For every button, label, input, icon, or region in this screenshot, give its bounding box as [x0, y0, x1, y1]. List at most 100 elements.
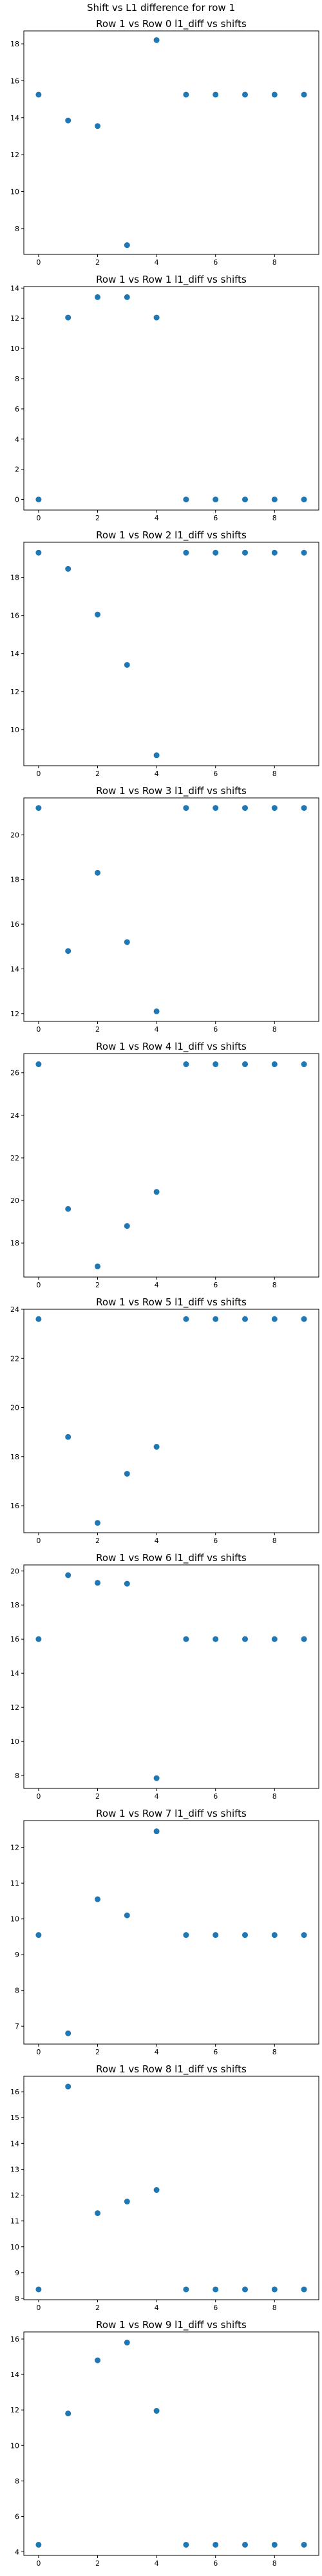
y-tick-label: 16 [10, 612, 19, 620]
x-tick-label: 2 [95, 258, 100, 267]
data-point [124, 1471, 130, 1477]
data-point [95, 870, 100, 876]
data-point [124, 1581, 130, 1587]
data-point [154, 315, 160, 321]
y-tick-label: 14 [10, 284, 19, 292]
y-tick-label: 10 [10, 726, 19, 734]
data-point [272, 805, 278, 811]
data-point [154, 2187, 160, 2193]
y-tick-label: 13 [10, 2165, 19, 2174]
x-tick-label: 8 [272, 514, 277, 522]
data-point [183, 2286, 189, 2292]
y-tick-label: 10 [10, 345, 19, 353]
x-tick-label: 2 [95, 1025, 100, 1034]
y-tick-label: 8 [15, 225, 19, 233]
y-tick-label: 14 [10, 650, 19, 658]
data-point [242, 2286, 248, 2292]
data-point [65, 118, 71, 124]
data-point [95, 612, 100, 618]
data-point [213, 1316, 218, 1322]
chart-title: Row 1 vs Row 3 l1_diff vs shifts [96, 785, 247, 797]
x-tick-label: 0 [36, 770, 41, 778]
data-point [213, 497, 218, 502]
data-point [65, 2031, 71, 2036]
y-tick-label: 18 [10, 40, 19, 48]
x-tick-label: 8 [272, 2304, 277, 2312]
data-point [272, 1316, 278, 1322]
data-point [242, 2542, 248, 2548]
data-point [35, 550, 41, 556]
y-tick-label: 10 [10, 2441, 19, 2450]
data-point [183, 1316, 189, 1322]
x-tick-label: 0 [36, 2304, 41, 2312]
data-point [242, 550, 248, 556]
y-tick-label: 12 [10, 2192, 19, 2200]
data-point [154, 37, 160, 43]
data-point [65, 1206, 71, 1212]
data-point [124, 2199, 130, 2204]
y-tick-label: 18 [10, 1601, 19, 1609]
x-tick-label: 4 [155, 1281, 159, 1289]
x-tick-label: 4 [155, 1025, 159, 1034]
y-tick-label: 18 [10, 1453, 19, 1461]
data-point [301, 1932, 307, 1938]
x-tick-label: 6 [213, 514, 218, 522]
data-point [272, 1932, 278, 1938]
x-tick-label: 8 [272, 258, 277, 267]
data-point [35, 91, 41, 97]
y-tick-label: 20 [10, 1567, 19, 1575]
x-tick-label: 2 [95, 1281, 100, 1289]
y-tick-label: 14 [10, 2371, 19, 2379]
data-point [242, 1932, 248, 1938]
data-point [213, 1932, 218, 1938]
plot-frame [24, 1309, 319, 1533]
x-tick-label: 2 [95, 2559, 100, 2568]
data-point [65, 2410, 71, 2416]
data-point [154, 1009, 160, 1014]
data-point [124, 294, 130, 300]
plot-frame [24, 542, 319, 766]
data-point [154, 2408, 160, 2414]
data-point [183, 2542, 189, 2548]
x-tick-label: 2 [95, 770, 100, 778]
y-tick-label: 11 [10, 1879, 19, 1888]
x-tick-label: 6 [213, 2048, 218, 2056]
data-point [65, 2084, 71, 2090]
y-tick-label: 12 [10, 151, 19, 159]
data-point [183, 1932, 189, 1938]
x-tick-label: 6 [213, 1281, 218, 1289]
data-point [183, 805, 189, 811]
data-point [301, 2286, 307, 2292]
y-tick-label: 2 [15, 466, 19, 474]
y-tick-label: 20 [10, 1404, 19, 1412]
data-point [213, 2542, 218, 2548]
x-tick-label: 0 [36, 258, 41, 267]
data-point [65, 315, 71, 321]
x-tick-label: 8 [272, 2048, 277, 2056]
chart-title: Row 1 vs Row 4 l1_diff vs shifts [96, 1041, 247, 1053]
x-tick-label: 8 [272, 1281, 277, 1289]
data-point [35, 805, 41, 811]
data-point [301, 91, 307, 97]
x-tick-label: 6 [213, 1792, 218, 1801]
data-point [213, 550, 218, 556]
chart-title: Row 1 vs Row 9 l1_diff vs shifts [96, 2319, 247, 2331]
x-tick-label: 4 [155, 2048, 159, 2056]
x-tick-label: 2 [95, 2304, 100, 2312]
y-tick-label: 16 [10, 920, 19, 929]
chart-title: Row 1 vs Row 8 l1_diff vs shifts [96, 2063, 247, 2076]
data-point [154, 1776, 160, 1781]
y-tick-label: 9 [15, 2269, 19, 2277]
data-point [242, 1061, 248, 1067]
y-tick-label: 0 [15, 496, 19, 504]
x-tick-label: 2 [95, 514, 100, 522]
y-tick-label: 22 [10, 1154, 19, 1162]
data-point [95, 1580, 100, 1586]
y-tick-label: 8 [15, 1772, 19, 1780]
y-tick-label: 8 [15, 1987, 19, 1995]
data-point [213, 1636, 218, 1642]
y-tick-label: 16 [10, 2335, 19, 2344]
y-tick-label: 20 [10, 1197, 19, 1205]
y-tick-label: 6 [15, 405, 19, 413]
